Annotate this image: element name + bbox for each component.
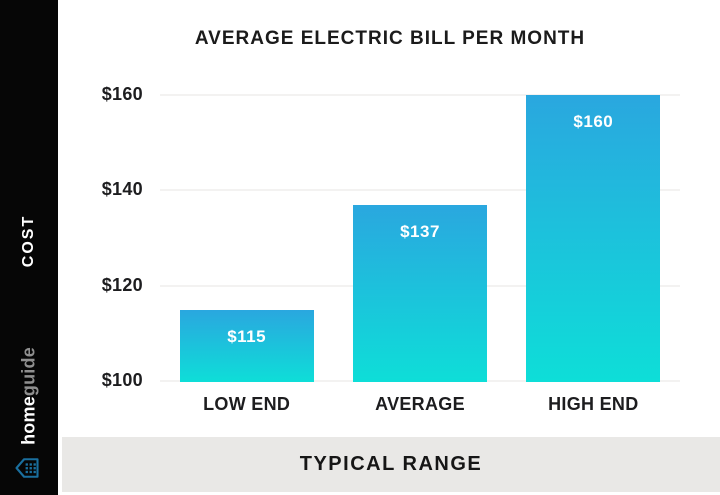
gridline xyxy=(160,94,680,96)
bar-low-end: $115 xyxy=(179,309,314,382)
footer-band: TYPICAL RANGE xyxy=(62,437,720,492)
homeguide-house-icon xyxy=(15,458,39,478)
y-tick-label: $120 xyxy=(101,274,143,295)
chart-title: AVERAGE ELECTRIC BILL PER MONTH xyxy=(194,28,586,49)
y-tick-label: $100 xyxy=(101,370,143,390)
sidebar: COST homeguide xyxy=(0,0,58,495)
y-tick-label: $160 xyxy=(101,84,143,104)
bar-average: $137 xyxy=(353,204,487,382)
x-tick-label: LOW END xyxy=(203,394,291,414)
bar-value-label: $137 xyxy=(400,221,440,241)
bar-value-label: $115 xyxy=(227,326,267,346)
y-tick-label: $140 xyxy=(101,179,143,200)
x-axis-title: TYPICAL RANGE xyxy=(299,453,483,475)
x-tick-label: HIGH END xyxy=(548,394,639,414)
bar-high-end: $160 xyxy=(526,95,661,382)
gridline xyxy=(160,189,680,192)
bar-value-label: $160 xyxy=(573,112,614,131)
x-tick-label: AVERAGE xyxy=(375,394,465,414)
